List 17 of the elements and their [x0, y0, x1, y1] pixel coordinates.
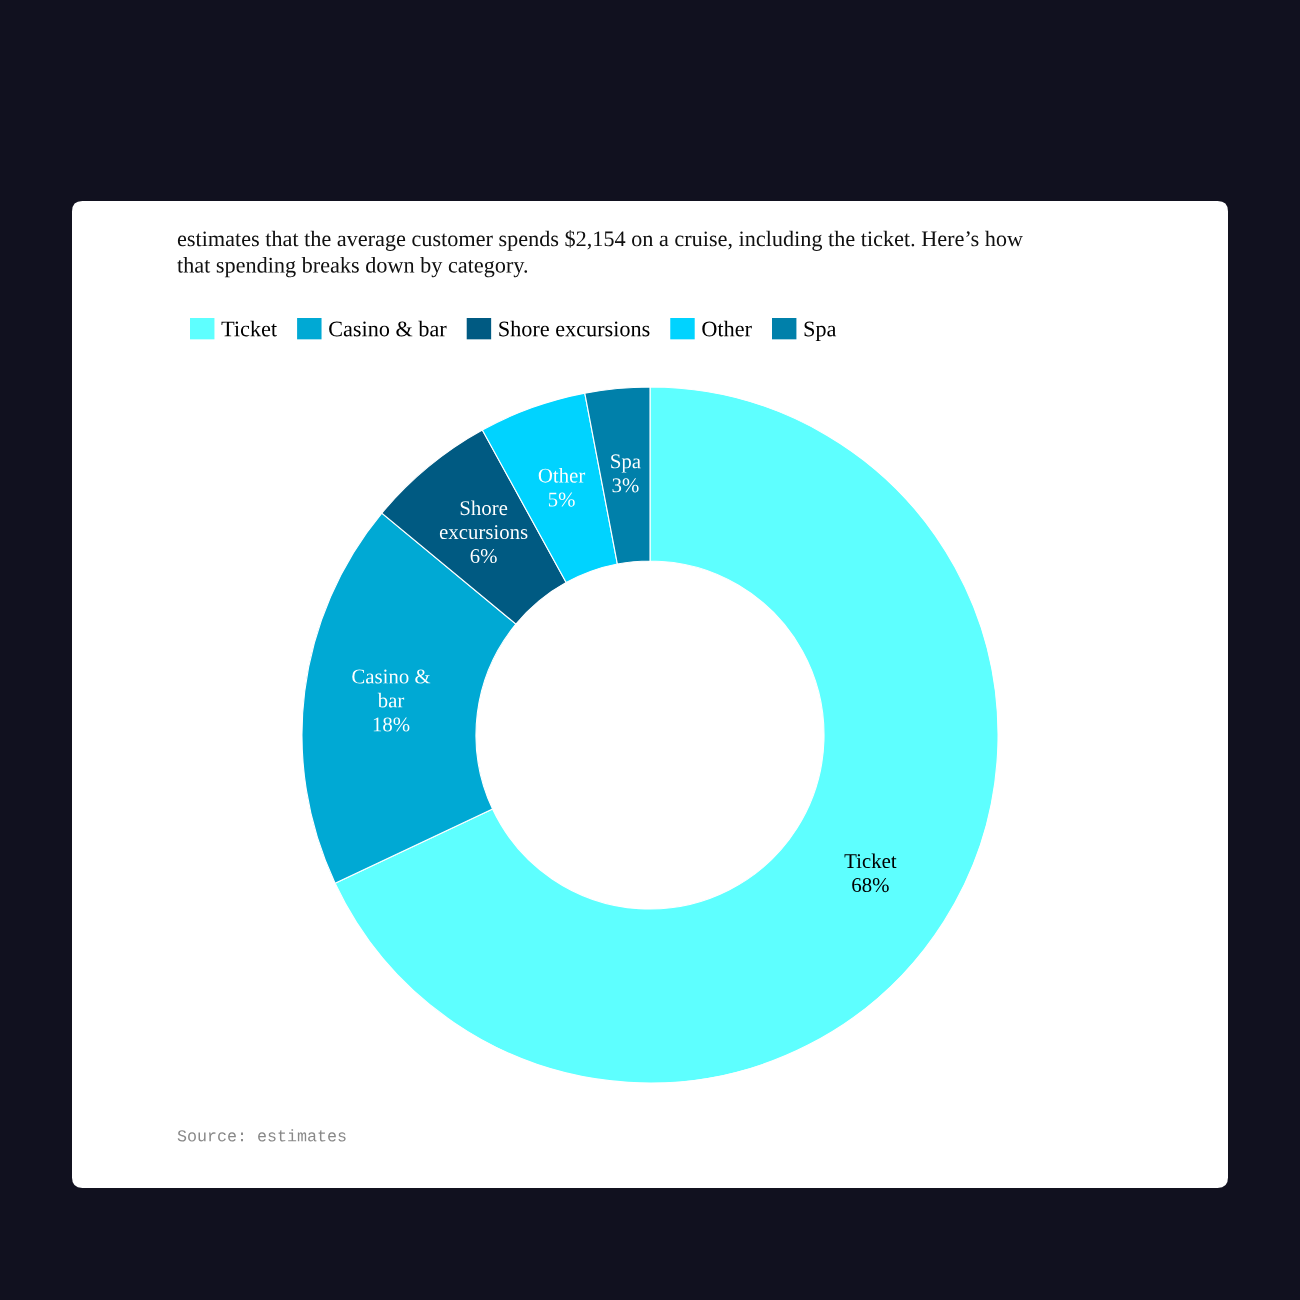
data-label: 68%: [852, 878, 889, 893]
source-note: Source: estimates: [177, 1129, 346, 1142]
slice-label: Spa: [611, 454, 641, 473]
legend-label: Spa: [804, 321, 837, 341]
data-label: 3%: [612, 478, 639, 493]
legend-label: Casino & bar: [329, 320, 447, 337]
slice-label: Casino & bar: [352, 669, 431, 708]
data-label: 5%: [548, 492, 575, 507]
slice-label: Ticket: [844, 853, 897, 869]
legend-label: Shore excursions: [499, 320, 650, 337]
legend-label: Other: [702, 320, 752, 337]
data-label: 18%: [373, 717, 410, 732]
slice-label: Other: [538, 467, 586, 483]
data-label: 6%: [470, 548, 497, 564]
legend-label: Ticket: [221, 320, 277, 337]
chart-subtitle: estimates that the average customer spends $2,154 on a cruise, including the ticket. Here’s how that spending breaks down by category.: [177, 230, 1023, 278]
slice-label: Shore excursions: [439, 500, 528, 540]
